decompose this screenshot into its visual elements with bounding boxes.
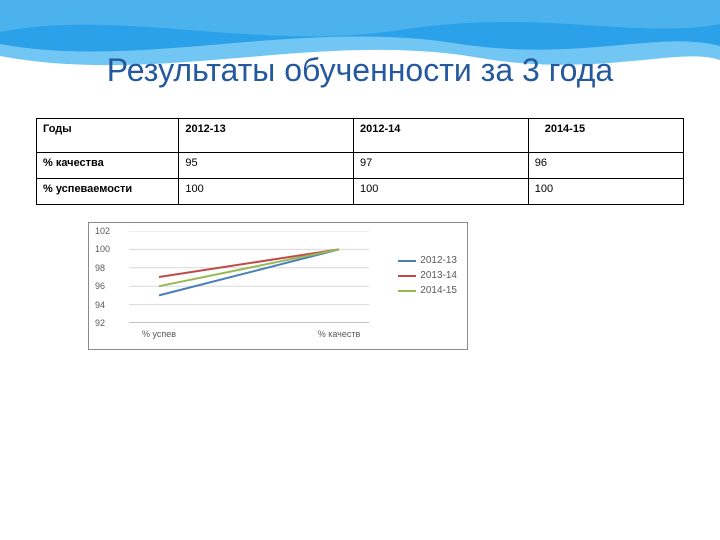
page-title: Результаты обученности за 3 года	[0, 52, 720, 89]
legend-label: 2012-13	[420, 255, 457, 266]
col-header: 2014-15	[528, 119, 683, 153]
table-row: Годы 2012-13 2012-14 2014-15	[37, 119, 684, 153]
y-tick-label: 102	[95, 226, 110, 236]
legend-label: 2013-14	[420, 270, 457, 281]
col-header: 2012-13	[179, 119, 354, 153]
plot-svg	[129, 231, 369, 323]
cell: 97	[354, 153, 529, 179]
legend-label: 2014-15	[420, 285, 457, 296]
legend-swatch	[398, 290, 416, 292]
legend-item: 2013-14	[398, 270, 457, 281]
slide: Результаты обученности за 3 года Годы 20…	[0, 0, 720, 540]
data-table: Годы 2012-13 2012-14 2014-15 % качества …	[36, 118, 684, 205]
y-tick-label: 92	[95, 318, 105, 328]
line-chart: 92949698100102 % успев% качеств 2012-132…	[88, 222, 468, 350]
cell: 100	[528, 179, 683, 205]
cell: 95	[179, 153, 354, 179]
y-tick-label: 96	[95, 281, 105, 291]
legend-item: 2012-13	[398, 255, 457, 266]
y-tick-label: 100	[95, 244, 110, 254]
plot-area	[129, 231, 369, 323]
cell: 100	[354, 179, 529, 205]
data-table-wrap: Годы 2012-13 2012-14 2014-15 % качества …	[36, 118, 684, 205]
legend: 2012-13 2013-14 2014-15	[398, 255, 457, 300]
row-label: % успеваемости	[37, 179, 179, 205]
legend-swatch	[398, 260, 416, 262]
cell: 100	[179, 179, 354, 205]
col-header: 2012-14	[354, 119, 529, 153]
col-header: Годы	[37, 119, 179, 153]
table-row: % качества 95 97 96	[37, 153, 684, 179]
table-row: % успеваемости 100 100 100	[37, 179, 684, 205]
legend-item: 2014-15	[398, 285, 457, 296]
row-label: % качества	[37, 153, 179, 179]
y-tick-label: 94	[95, 300, 105, 310]
x-tick-label: % качеств	[318, 329, 361, 339]
x-tick-label: % успев	[142, 329, 176, 339]
legend-swatch	[398, 275, 416, 277]
cell: 96	[528, 153, 683, 179]
y-tick-label: 98	[95, 263, 105, 273]
